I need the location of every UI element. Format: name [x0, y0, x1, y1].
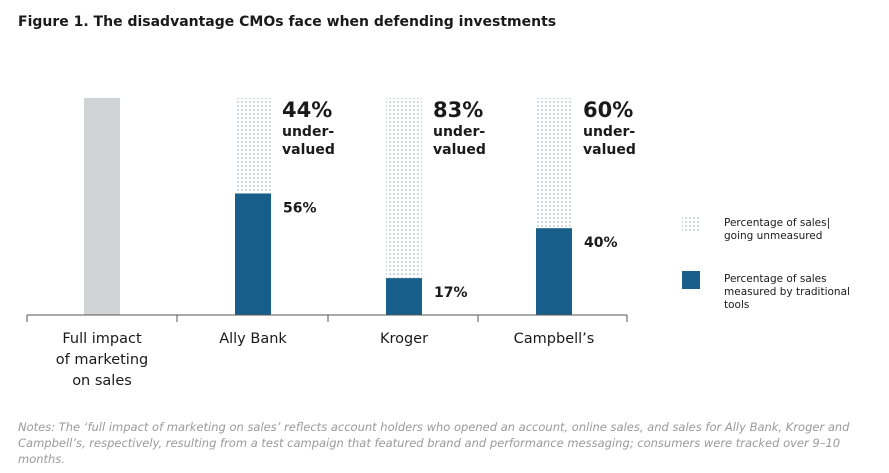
legend-swatch-measured: [682, 271, 700, 289]
bar-measured: [386, 278, 422, 315]
chart-title: Figure 1. The disadvantage CMOs face whe…: [18, 14, 557, 30]
bar-value-label: 40%: [584, 235, 618, 251]
undervalued-label: valued: [282, 142, 335, 158]
legend-swatch-unmeasured: [682, 215, 700, 231]
chart-notes: Notes: The ‘full impact of marketing on …: [18, 420, 850, 466]
legend-label: tools: [724, 299, 749, 311]
undervalued-label: under-: [282, 124, 334, 140]
undervalued-percent: 60%: [583, 98, 633, 122]
undervalued-label: under-: [583, 124, 635, 140]
bar-measured: [235, 193, 271, 315]
bar-measured: [536, 228, 572, 315]
category-label: Full impact: [62, 331, 142, 347]
bar-full-impact: [84, 98, 120, 315]
bar-unmeasured: [235, 98, 271, 194]
category-label: on sales: [72, 373, 132, 389]
category-label: Campbell’s: [514, 331, 595, 347]
legend-label: Percentage of sales: [724, 273, 827, 285]
undervalued-label: valued: [583, 142, 636, 158]
legend-label: measured by traditional: [724, 286, 850, 298]
bar-value-label: 17%: [434, 285, 468, 301]
bar-unmeasured: [536, 98, 572, 229]
bar-chart: Full impact of marketing on sales 56% 44% und…: [26, 98, 850, 389]
undervalued-percent: 44%: [282, 98, 332, 122]
bar-unmeasured: [386, 98, 422, 279]
legend-label: going unmeasured: [724, 230, 822, 242]
undervalued-label: under-: [433, 124, 485, 140]
legend-label: Percentage of sales|: [724, 217, 830, 229]
category-label: of marketing: [56, 352, 148, 368]
category-label: Kroger: [380, 331, 428, 347]
bar-value-label: 56%: [283, 200, 317, 216]
undervalued-label: valued: [433, 142, 486, 158]
undervalued-percent: 83%: [433, 98, 483, 122]
category-label: Ally Bank: [219, 331, 287, 347]
